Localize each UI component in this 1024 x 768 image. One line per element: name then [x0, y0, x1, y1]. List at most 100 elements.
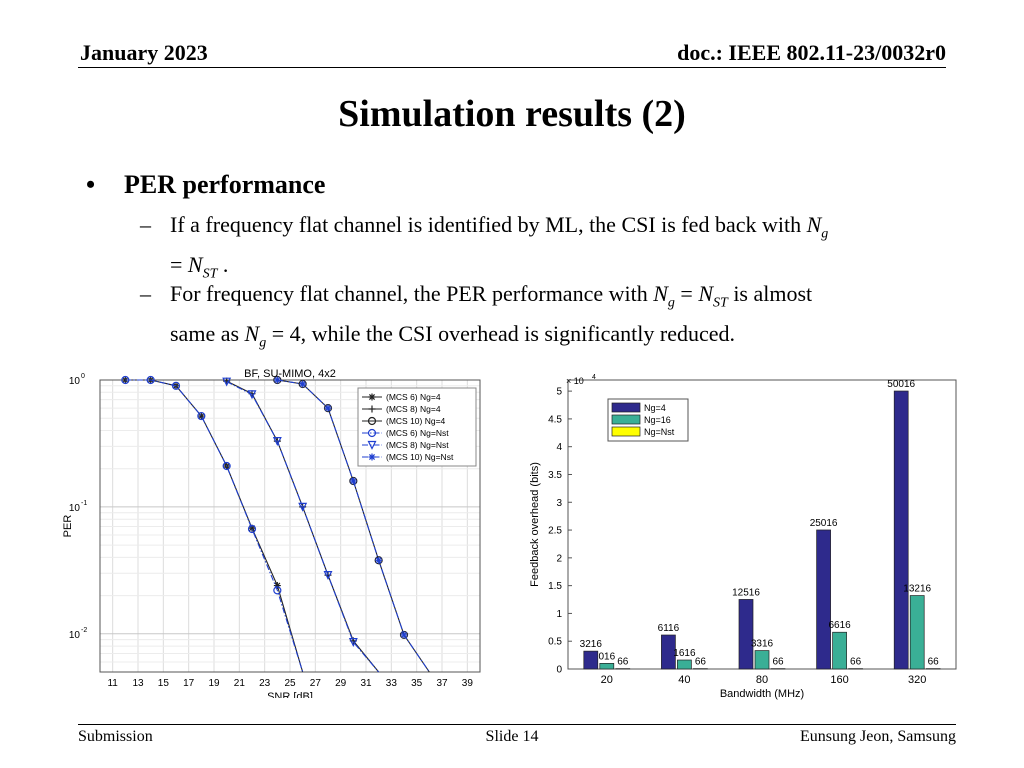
- per-x-axis-label: SNR [dB]: [267, 691, 313, 698]
- bar-value-label: 25016: [810, 518, 838, 529]
- per-legend-entry: (MCS 10) Ng=Nst: [386, 452, 454, 462]
- per-data-point: [348, 638, 358, 647]
- per-legend-entry: (MCS 8) Ng=Nst: [386, 440, 449, 450]
- bar-legend-swatch: [611, 402, 641, 413]
- dash-1: –: [140, 212, 151, 237]
- per-legend-box: [357, 387, 477, 467]
- bullet-text: PER performance: [124, 170, 326, 199]
- per-data-point: [298, 502, 308, 512]
- bar-ng-4: [738, 599, 754, 670]
- per-y-axis-label: PER: [62, 515, 74, 538]
- per-x-tick-label: 11: [107, 678, 118, 689]
- bar-value-label: 3216: [580, 639, 603, 650]
- bar-ng-4: [816, 529, 831, 670]
- per-data-point: [273, 586, 282, 595]
- bar-x-tick-label: 20: [601, 674, 613, 686]
- sub-bullet-1-text: If a frequency flat channel is identifie…: [170, 212, 829, 282]
- per-x-tick-label: 19: [208, 678, 220, 689]
- per-data-point: [121, 375, 130, 385]
- per-series-4: [121, 375, 304, 673]
- bar-y-tick-label: 3.5: [548, 470, 562, 481]
- bar-ng-4: [661, 634, 676, 670]
- per-series-line: [226, 381, 380, 673]
- bar-ng-16: [677, 659, 692, 670]
- bar-value-label: 3316: [751, 639, 774, 650]
- footer-submission: Submission: [78, 728, 153, 745]
- per-legend-marker: [368, 393, 376, 401]
- per-data-point: [400, 631, 408, 639]
- sub-bullet-2-text: For frequency flat channel, the PER perf…: [170, 281, 813, 351]
- footer-slide-number: Slide 14: [485, 728, 539, 745]
- per-data-point: [247, 390, 257, 400]
- per-series-2: [223, 377, 380, 673]
- overhead-chart: × 10 4 0 0.5 1 1.5 2 2.5 3 3.5 4 4.5 5 Feedback overh…: [520, 368, 970, 713]
- per-legend: (MCS 6) Ng=4 (MCS 8) Ng=4 (MCS 10) Ng=4 (MC…: [357, 387, 477, 467]
- bar-y-tick-label: 4: [556, 442, 562, 453]
- bar-value-label: 6616: [828, 620, 851, 631]
- per-data-point: [248, 524, 256, 532]
- per-x-tick-label: 35: [411, 678, 423, 689]
- bar-legend-entry: Ng=4: [644, 403, 666, 413]
- bar-value-label: 66: [928, 657, 940, 668]
- bar-ng-4: [583, 650, 599, 670]
- bar-ng-16: [909, 595, 925, 670]
- bar-ng-4: [893, 390, 909, 670]
- bullet-dot: •: [86, 170, 96, 199]
- bar-value-label: 66: [772, 657, 784, 668]
- bar-y-tick-label: 2.5: [548, 526, 562, 537]
- bar-y-tick-label: 1.5: [548, 581, 562, 592]
- bar-scale-exponent: 4: [592, 374, 596, 381]
- bar-value-label: 1616: [673, 648, 696, 659]
- per-x-tick-label: 21: [234, 678, 246, 689]
- bar-x-tick-label: 40: [678, 674, 690, 686]
- per-legend-entry: (MCS 6) Ng=4: [386, 392, 441, 402]
- per-legend-marker: [367, 428, 377, 438]
- bar-y-tick-label: 0.5: [548, 637, 562, 648]
- per-x-tick-label: 25: [284, 678, 296, 689]
- bar-y-tick-label: 1: [556, 609, 562, 620]
- bar-value-label: 66: [850, 657, 862, 668]
- per-data-point: [121, 376, 129, 384]
- bar-y-tick-label: 5: [556, 387, 562, 398]
- per-y-tick-exponent: -2: [81, 627, 87, 634]
- per-x-tick-label: 13: [132, 678, 144, 689]
- bar-scale-label: × 10: [566, 376, 584, 386]
- bar-y-tick-label: 3: [556, 498, 562, 509]
- bar-legend-entry: Ng=Nst: [644, 427, 675, 437]
- per-x-tick-label: 23: [259, 678, 271, 689]
- per-data-point: [299, 380, 307, 388]
- header-divider: [78, 67, 946, 68]
- bar-value-label: 66: [695, 657, 707, 668]
- bar-y-tick-label: 4.5: [548, 414, 562, 425]
- bar-value-label: 016: [598, 651, 615, 662]
- per-y-tick-label: 10: [69, 376, 81, 387]
- bar-legend: Ng=4 Ng=16 Ng=Nst: [607, 398, 689, 442]
- per-data-point: [197, 411, 206, 421]
- bar-value-label: 12516: [732, 587, 760, 598]
- per-y-tick-exponent: -1: [81, 500, 87, 507]
- footer-divider: [78, 724, 956, 725]
- per-x-tick-label: 33: [386, 678, 398, 689]
- per-x-tick-label: 31: [360, 678, 372, 689]
- per-data-point: [222, 461, 231, 471]
- header-doc-id: doc.: IEEE 802.11-23/0032r0: [677, 40, 946, 65]
- per-chart: BF, SU-MIMO, 4x2 11 13 15 17 19 21 23 25 27 29 31 33…: [55, 368, 495, 703]
- per-data-point: [324, 404, 332, 412]
- bar-value-label: 13216: [903, 584, 931, 595]
- per-legend-marker: [368, 453, 376, 461]
- slide-title: Simulation results (2): [338, 93, 686, 135]
- per-data-point: [273, 376, 281, 384]
- bar-y-tick-label: 0: [556, 665, 562, 676]
- per-legend-entry: (MCS 6) Ng=Nst: [386, 428, 449, 438]
- per-y-tick-label: 10: [69, 630, 81, 641]
- per-chart-title: BF, SU-MIMO, 4x2: [244, 368, 336, 380]
- header-date: January 2023: [80, 40, 208, 65]
- per-x-tick-label: 15: [158, 678, 170, 689]
- dash-2: –: [140, 281, 151, 306]
- per-data-point: [247, 524, 257, 534]
- per-series-1: [121, 376, 304, 673]
- per-data-point: [349, 477, 357, 485]
- bar-y-tick-label: 2: [556, 553, 562, 564]
- bar-x-axis-label: Bandwidth (MHz): [720, 688, 804, 700]
